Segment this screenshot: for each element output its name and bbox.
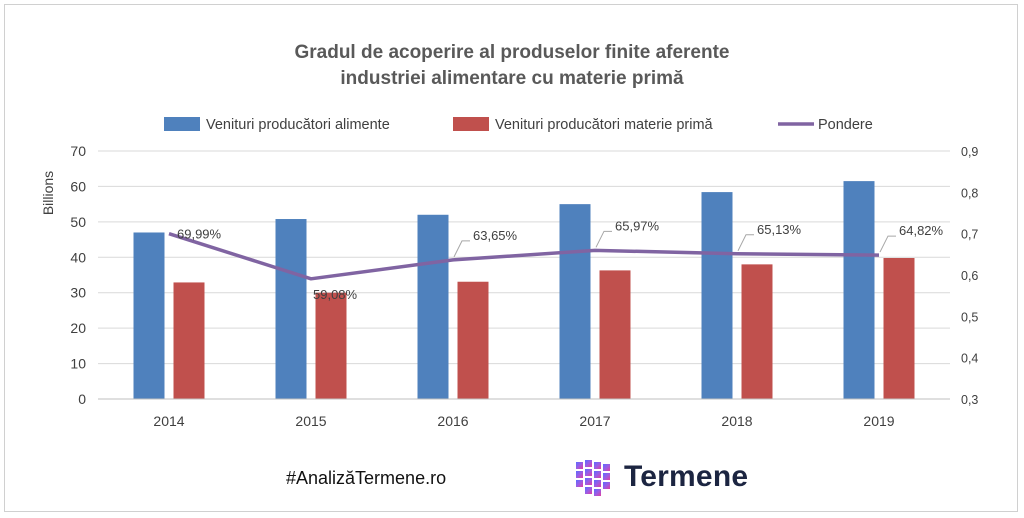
y-tick-label-right: 0,3 (961, 393, 978, 407)
data-label-leader (737, 234, 754, 252)
data-label-leader (595, 230, 612, 248)
pondere-data-label: 65,13% (757, 222, 802, 237)
y-tick-label-right: 0,9 (961, 145, 978, 159)
cube-grid-logo-icon (576, 460, 610, 496)
x-axis-ticks: 2014 2015 2016 2017 2018 2019 (153, 413, 894, 429)
y-axis-ticks-right: 0,3 0,4 0,5 0,6 0,7 0,8 0,9 (961, 145, 978, 407)
bar-alimente (701, 192, 733, 399)
y-tick-label-right: 0,6 (961, 269, 978, 283)
bar-alimente (275, 219, 307, 399)
brand-name: Termene (624, 460, 749, 493)
legend-swatch-materie-prima (453, 117, 489, 131)
pondere-data-label: 65,97% (615, 218, 660, 233)
bar-alimente (843, 181, 875, 399)
y-tick-label-right: 0,8 (961, 186, 978, 200)
chart-title-line-1: Gradul de acoperire al produselor finite… (294, 42, 729, 63)
x-tick-label: 2014 (153, 413, 184, 429)
gridlines (98, 150, 950, 365)
y-tick-label-left: 40 (70, 249, 86, 265)
y-tick-label-left: 70 (70, 143, 86, 159)
y-tick-label-left: 50 (70, 214, 86, 230)
chart-title-line-2: industriei alimentare cu materie primă (340, 68, 684, 89)
bar-materie-prima (173, 282, 205, 399)
pondere-data-label: 63,65% (473, 228, 518, 243)
x-tick-label: 2016 (437, 413, 468, 429)
legend-label-materie-prima[interactable]: Venituri producători materie primă (495, 117, 714, 133)
bar-alimente (133, 232, 165, 399)
y-tick-label-left: 30 (70, 285, 86, 301)
y-axis-ticks-left: 0 10 20 30 40 50 60 70 (70, 143, 86, 407)
x-tick-label: 2017 (579, 413, 610, 429)
y-tick-label-right: 0,7 (961, 228, 978, 242)
y-tick-label-right: 0,4 (961, 352, 978, 366)
x-tick-label: 2015 (295, 413, 326, 429)
bar-materie-prima (741, 264, 773, 399)
pondere-data-label: 59,08% (313, 287, 358, 302)
x-tick-label: 2019 (863, 413, 894, 429)
y-tick-label-left: 20 (70, 320, 86, 336)
data-label-leader (879, 235, 896, 253)
pondere-data-label: 64,82% (899, 223, 944, 238)
footer-hashtag[interactable]: #AnalizăTermene.ro (286, 468, 447, 488)
bar-materie-prima (457, 281, 489, 399)
bars (133, 181, 915, 399)
y-tick-label-left: 60 (70, 178, 86, 194)
legend-label-pondere[interactable]: Pondere (818, 117, 873, 133)
pondere-line: 69,99% 59,08% 63,65% 65,97% 65,13% 64,82% (168, 218, 944, 302)
pondere-line-path (168, 232, 880, 281)
data-label-leader (453, 240, 470, 258)
bar-alimente (417, 214, 449, 399)
pondere-data-label: 69,99% (177, 227, 222, 242)
brand[interactable]: Termene (574, 458, 748, 496)
y-tick-label-right: 0,5 (961, 310, 978, 324)
x-tick-label: 2018 (721, 413, 752, 429)
legend-swatch-alimente (164, 117, 200, 131)
bar-materie-prima (599, 270, 631, 399)
bar-materie-prima (315, 292, 347, 399)
y-axis-title: Billions (40, 171, 56, 215)
bar-materie-prima (883, 257, 915, 399)
y-tick-label-left: 10 (70, 356, 86, 372)
bar-alimente (559, 204, 591, 399)
y-tick-label-left: 0 (78, 391, 86, 407)
legend-label-alimente[interactable]: Venituri producători alimente (206, 117, 390, 133)
